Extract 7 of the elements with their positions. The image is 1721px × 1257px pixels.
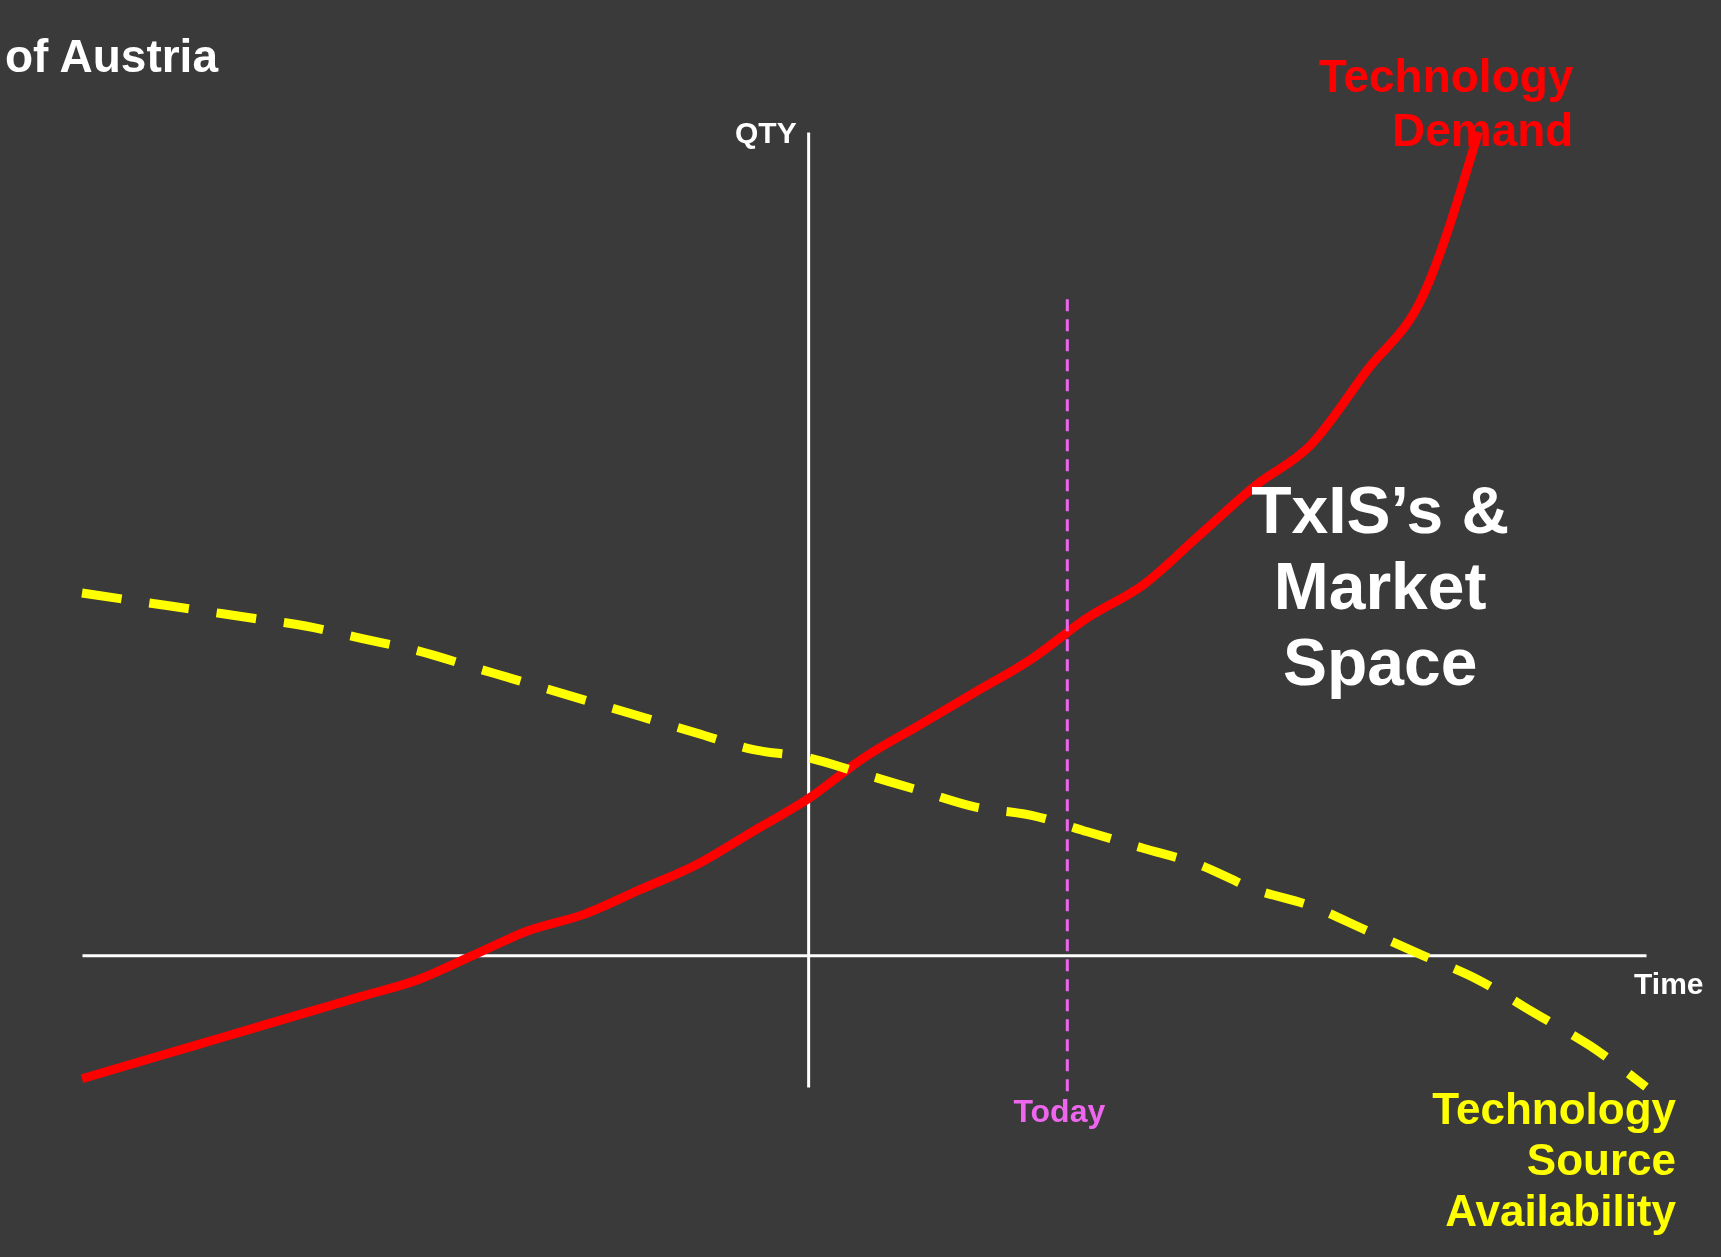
annotation: TxIS’s & Market Space (1251, 472, 1510, 699)
text: Today (1013, 1093, 1106, 1129)
x-axis-title: Time (1634, 966, 1704, 1000)
y-axis-title: QTY (734, 115, 797, 149)
chart-title: of Austria (5, 30, 219, 82)
series-label: Technology Source Availability (1432, 1084, 1677, 1235)
series-label: Technology Demand (1318, 50, 1574, 156)
